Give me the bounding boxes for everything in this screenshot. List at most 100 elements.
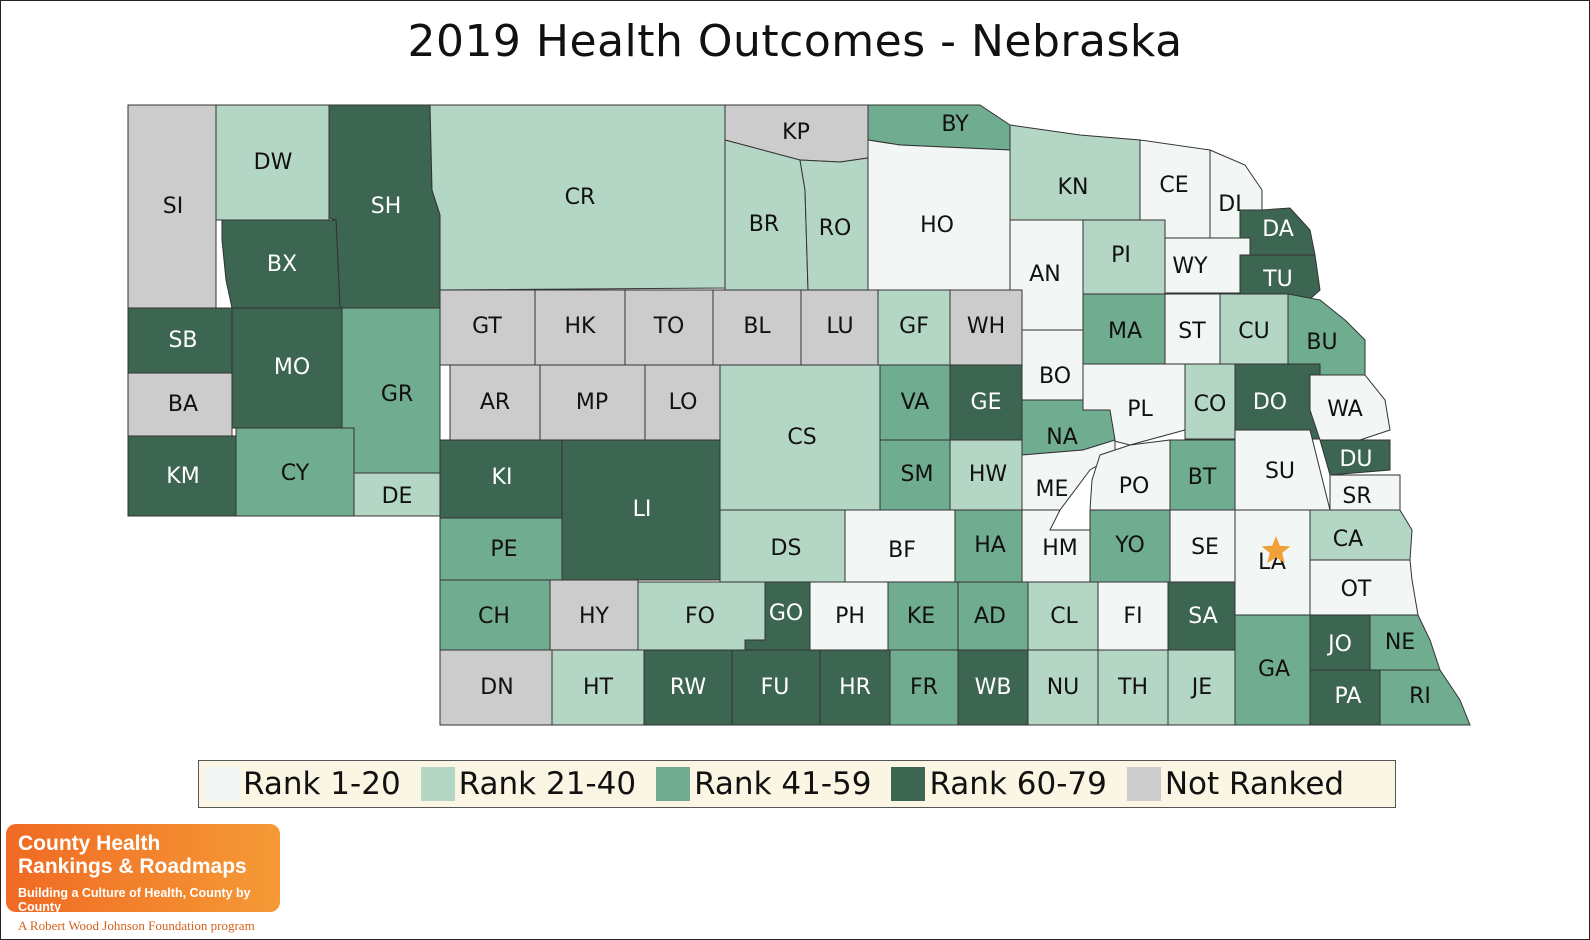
county-cu <box>1219 293 1289 365</box>
county-label-gt: GT <box>472 314 502 339</box>
county-label-bx: BX <box>267 252 297 277</box>
county-pi <box>1082 219 1166 295</box>
county-label-bf: BF <box>888 538 916 563</box>
county-label-km: KM <box>166 464 199 489</box>
county-rw <box>643 649 733 726</box>
county-label-ds: DS <box>771 536 802 561</box>
county-ot <box>1309 559 1419 616</box>
foundation-credit: A Robert Wood Johnson Foundation program <box>18 918 255 933</box>
county-label-ma: MA <box>1108 319 1142 344</box>
county-label-ki: KI <box>492 465 513 490</box>
county-sb <box>127 307 233 374</box>
county-label-lu: LU <box>826 314 853 339</box>
county-lo <box>644 364 721 441</box>
county-label-hr: HR <box>839 675 871 700</box>
legend-swatch <box>1126 767 1161 801</box>
county-ch <box>439 579 551 651</box>
county-label-de: DE <box>382 484 413 509</box>
county-label-da: DA <box>1262 217 1294 242</box>
county-label-an: AN <box>1029 262 1061 287</box>
county-label-fr: FR <box>910 675 938 700</box>
county-label-pa: PA <box>1335 684 1362 709</box>
legend-swatch <box>205 767 239 801</box>
county-label-ho: HO <box>920 213 954 238</box>
county-label-go: GO <box>769 601 803 626</box>
county-label-by: BY <box>941 112 969 137</box>
county-cs <box>719 364 881 511</box>
county-je <box>1167 649 1236 726</box>
county-label-cs: CS <box>787 425 816 450</box>
county-cy <box>235 427 355 517</box>
county-label-ot: OT <box>1341 577 1372 602</box>
county-label-fi: FI <box>1123 604 1142 629</box>
county-label-bu: BU <box>1306 330 1337 355</box>
legend-label: Rank 41-59 <box>694 766 872 802</box>
county-wh <box>949 289 1023 366</box>
county-label-si: SI <box>163 194 183 219</box>
county-label-bt: BT <box>1188 465 1217 490</box>
county-se <box>1169 509 1236 583</box>
county-wb <box>957 649 1029 726</box>
legend-item: Not Ranked <box>1126 766 1345 802</box>
county-co <box>1184 363 1236 440</box>
county-si <box>127 104 217 311</box>
county-label-sa: SA <box>1188 604 1217 629</box>
county-label-hk: HK <box>565 314 597 339</box>
legend-item: Rank 41-59 <box>656 766 871 802</box>
county-label-ha: HA <box>974 533 1006 558</box>
county-label-kp: KP <box>782 120 810 145</box>
county-label-li: LI <box>633 497 652 522</box>
county-label-di: DI <box>1218 192 1241 217</box>
county-label-se: SE <box>1191 535 1219 560</box>
legend-swatch <box>891 767 926 801</box>
county-label-ne: NE <box>1385 630 1415 655</box>
county-ds <box>719 509 846 583</box>
county-label-sb: SB <box>168 328 197 353</box>
county-label-wy: WY <box>1172 254 1208 279</box>
county-ca <box>1309 509 1413 561</box>
legend-label: Rank 1-20 <box>243 766 401 802</box>
county-label-va: VA <box>901 390 930 415</box>
legend-swatch <box>656 767 691 801</box>
county-label-br: BR <box>749 212 779 237</box>
county-ma <box>1082 293 1166 365</box>
county-bt <box>1169 439 1236 511</box>
county-label-gr: GR <box>381 382 413 407</box>
county-label-gf: GF <box>899 314 929 339</box>
county-label-fo: FO <box>685 604 715 629</box>
county-label-ht: HT <box>583 675 614 700</box>
county-km <box>127 435 237 517</box>
county-ri <box>1379 669 1471 726</box>
county-dw <box>215 104 330 221</box>
legend-label: Rank 60-79 <box>929 766 1107 802</box>
county-label-sr: SR <box>1342 484 1371 509</box>
county-label-ro: RO <box>819 216 852 241</box>
county-label-hm: HM <box>1042 536 1078 561</box>
county-label-hw: HW <box>969 462 1008 487</box>
county-label-ph: PH <box>835 604 865 629</box>
county-label-ad: AD <box>974 604 1006 629</box>
county-label-pi: PI <box>1111 243 1131 268</box>
county-label-th: TH <box>1117 675 1148 700</box>
county-label-du: DU <box>1339 447 1372 472</box>
county-ad <box>957 581 1029 651</box>
county-to <box>624 289 714 366</box>
legend-label: Not Ranked <box>1164 766 1345 802</box>
county-su <box>1234 429 1331 511</box>
county-label-ce: CE <box>1159 173 1188 198</box>
county-ba <box>127 372 233 437</box>
county-label-me: ME <box>1036 477 1069 502</box>
county-label-pe: PE <box>490 537 517 562</box>
chrr-logo: County Health Rankings & Roadmaps Buildi… <box>6 824 280 914</box>
logo-tagline: Building a Culture of Health, County by … <box>18 886 251 914</box>
county-label-na: NA <box>1046 425 1078 450</box>
county-sa <box>1167 581 1236 651</box>
county-ht <box>551 649 645 726</box>
county-du <box>1319 439 1391 476</box>
county-ar <box>449 364 541 441</box>
county-wy <box>1164 237 1251 294</box>
county-label-to: TO <box>653 314 685 339</box>
star-icon <box>1261 536 1291 564</box>
county-label-sh: SH <box>371 194 402 219</box>
